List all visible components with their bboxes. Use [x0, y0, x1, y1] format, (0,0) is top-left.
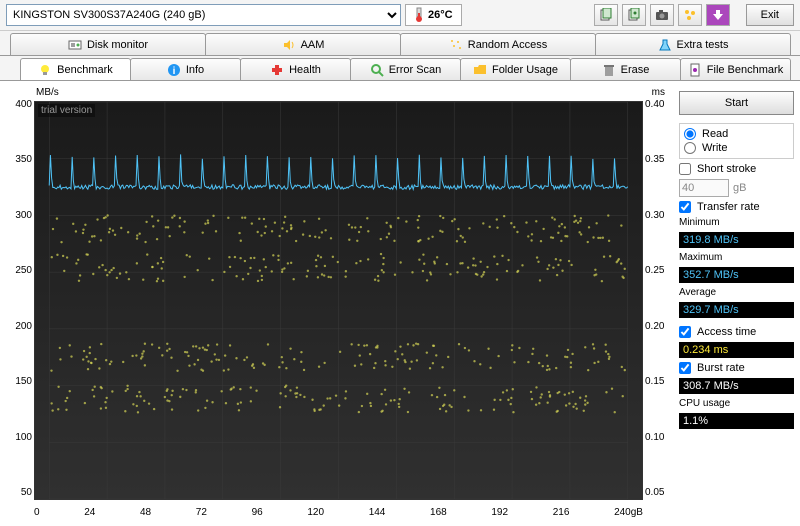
chart-box [34, 101, 643, 500]
temperature-box: 26°C [405, 4, 462, 26]
temperature-value: 26°C [428, 9, 453, 21]
min-label: Minimum [679, 217, 794, 228]
y-left-label: MB/s [36, 87, 59, 98]
max-value: 352.7 MB/s [679, 267, 794, 283]
svg-text:i: i [172, 66, 175, 77]
content-area: MB/s ms 40035030025020015010050 trial ve… [0, 81, 800, 526]
drive-select[interactable]: KINGSTON SV300S37A240G (240 gB) [6, 4, 401, 26]
short-stroke-row: gB [679, 179, 794, 197]
watermark: trial version [38, 104, 95, 117]
short-stroke-checkbox[interactable]: Short stroke [679, 163, 794, 175]
random-icon [449, 38, 463, 52]
tabs-row-2: BenchmarkiInfoHealthError ScanFolder Usa… [0, 56, 800, 81]
max-label: Maximum [679, 252, 794, 263]
bulb-icon [38, 63, 52, 77]
y-axis-right: 0.400.350.300.250.200.150.100.05 [643, 87, 673, 520]
options-button[interactable] [678, 4, 702, 26]
tab-erase[interactable]: Erase [570, 58, 681, 80]
start-button[interactable]: Start [679, 91, 794, 115]
tab-file-benchmark[interactable]: File Benchmark [680, 58, 791, 80]
burst-rate-checkbox[interactable]: Burst rate [679, 362, 794, 374]
copy-screenshot-button[interactable] [622, 4, 646, 26]
flask-icon [658, 38, 672, 52]
tab-benchmark[interactable]: Benchmark [20, 58, 131, 80]
access-time-value: 0.234 ms [679, 342, 794, 358]
burst-rate-value: 308.7 MB/s [679, 378, 794, 394]
tab-folder-usage[interactable]: Folder Usage [460, 58, 571, 80]
folder-icon [473, 63, 487, 77]
avg-value: 329.7 MB/s [679, 302, 794, 318]
tab-random-access[interactable]: Random Access [400, 33, 596, 55]
write-radio[interactable]: Write [684, 142, 789, 154]
tabs-row-1: Disk monitorAAMRandom AccessExtra tests [0, 31, 800, 56]
y-axis-left: 40035030025020015010050 [6, 87, 34, 520]
side-panel: Start Read Write Short stroke gB Transfe… [679, 87, 794, 520]
tab-error-scan[interactable]: Error Scan [350, 58, 461, 80]
file-icon [688, 63, 702, 77]
copy-text-button[interactable] [594, 4, 618, 26]
cpu-label: CPU usage [679, 398, 794, 409]
tab-aam[interactable]: AAM [205, 33, 401, 55]
tab-extra-tests[interactable]: Extra tests [595, 33, 791, 55]
trash-icon [602, 63, 616, 77]
topbar: KINGSTON SV300S37A240G (240 gB) 26°C Exi… [0, 0, 800, 31]
tab-disk-monitor[interactable]: Disk monitor [10, 33, 206, 55]
x-axis: 024487296120144168192216240gB [34, 507, 643, 518]
cpu-value: 1.1% [679, 413, 794, 429]
mode-group: Read Write [679, 123, 794, 159]
benchmark-chart [34, 101, 643, 500]
read-radio[interactable]: Read [684, 128, 789, 140]
min-value: 319.8 MB/s [679, 232, 794, 248]
tab-info[interactable]: iInfo [130, 58, 241, 80]
camera-button[interactable] [650, 4, 674, 26]
health-icon [270, 63, 284, 77]
chart-area: MB/s ms 40035030025020015010050 trial ve… [6, 87, 673, 520]
transfer-rate-checkbox[interactable]: Transfer rate [679, 201, 794, 213]
y-right-label: ms [652, 87, 665, 98]
search-icon [370, 63, 384, 77]
speaker-icon [282, 38, 296, 52]
thermometer-icon [414, 7, 424, 23]
disk-monitor-icon [68, 38, 82, 52]
exit-button[interactable]: Exit [746, 4, 794, 26]
access-time-checkbox[interactable]: Access time [679, 326, 794, 338]
save-button[interactable] [706, 4, 730, 26]
short-stroke-input[interactable] [679, 179, 729, 197]
avg-label: Average [679, 287, 794, 298]
info-icon: i [167, 63, 181, 77]
tab-health[interactable]: Health [240, 58, 351, 80]
